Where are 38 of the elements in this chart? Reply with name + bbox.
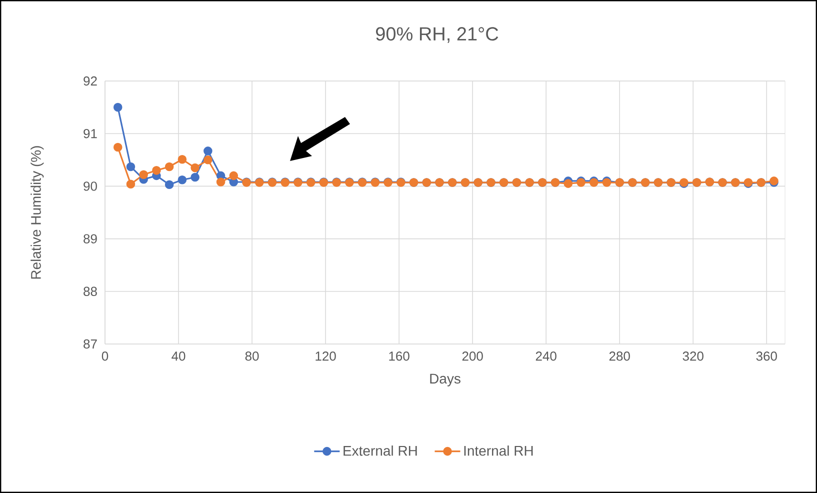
point [190,163,200,172]
x-tick-label: 240 [536,352,556,361]
point [113,102,122,112]
y-tick-label: 88 [84,286,97,296]
point [126,180,136,188]
x-tick-label: 360 [756,352,777,361]
point [113,142,122,152]
x-tick-label: 160 [389,352,410,361]
point [126,162,136,172]
point [204,155,212,164]
point [190,172,200,182]
legend-label: External RH [344,445,417,456]
y-axis-title: Relative Humidity (%) [30,146,44,279]
x-tick-label: 280 [609,352,630,361]
x-tick-label: 120 [316,352,336,361]
x-axis-title: Days [430,374,460,386]
point [178,175,187,184]
point [229,171,238,180]
point [164,162,174,172]
x-tick-label: 80 [245,352,259,361]
x-tick-label: 40 [172,352,186,361]
point [216,178,226,186]
chart-title: 90% RH, 21°C [376,27,498,43]
y-tick-label: 89 [84,234,97,244]
x-tick-label: 0 [102,352,108,361]
point [164,180,174,190]
legend-label: Internal RH [464,445,533,456]
point [139,170,148,180]
point [152,166,161,175]
y-tick-label: 92 [84,76,97,86]
y-tick-label: 91 [84,128,97,138]
x-tick-label: 200 [462,352,483,361]
y-tick-label: 90 [84,182,97,191]
point [564,179,573,188]
point [204,146,212,156]
point [178,154,187,164]
y-tick-label: 87 [84,339,97,349]
x-tick-label: 320 [682,352,704,361]
